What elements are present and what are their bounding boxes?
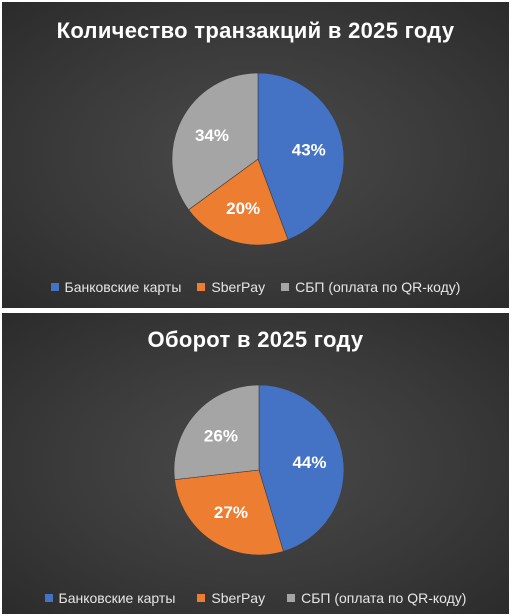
- legend-swatch-sberpay: [197, 594, 206, 602]
- chart-legend: Банковские карты SberPay СБП (оплата по …: [2, 590, 509, 606]
- legend-swatch-sbp: [281, 283, 290, 291]
- legend-item-bank-cards: Банковские карты: [44, 590, 176, 606]
- pie-slice-sberpay: [174, 469, 284, 556]
- chart-legend: Банковские карты SberPay СБП (оплата по …: [2, 279, 509, 295]
- pie-slice-bank-cards: [258, 384, 345, 552]
- pie-slice-bank-cards: [257, 72, 345, 240]
- pie-slice-sbp: [173, 384, 260, 480]
- legend-label-sberpay: SberPay: [211, 590, 266, 606]
- chart-title: Количество транзакций в 2025 году: [56, 18, 455, 43]
- legend-label-sberpay: SberPay: [211, 279, 266, 295]
- legend-label-bank-cards: Банковские карты: [58, 590, 176, 606]
- legend-label-sbp: СБП (оплата по QR-коду): [295, 279, 461, 295]
- legend-swatch-bank-cards: [44, 594, 53, 602]
- pie-chart-transactions: 43% 20% 34%: [171, 72, 345, 246]
- pie-slice-sberpay: [188, 158, 289, 246]
- legend-label-sbp: СБП (оплата по QR-коду): [301, 590, 467, 606]
- data-label-sbp: 26%: [204, 427, 238, 446]
- legend-label-bank-cards: Банковские карты: [64, 279, 182, 295]
- legend-item-bank-cards: Банковские карты: [50, 279, 182, 295]
- legend-swatch-sberpay: [197, 283, 206, 291]
- data-label-sberpay: 20%: [226, 199, 260, 218]
- data-label-sbp: 34%: [195, 126, 229, 145]
- chart-panel-transactions: Количество транзакций в 2025 году 43% 20%…: [2, 2, 509, 308]
- legend-swatch-bank-cards: [50, 283, 59, 291]
- legend-item-sbp: СБП (оплата по QR-коду): [287, 590, 466, 606]
- pie-slice-sbp: [171, 72, 259, 211]
- legend-item-sberpay: SberPay: [197, 590, 265, 606]
- data-label-bank-cards: 44%: [292, 453, 326, 472]
- chart-title: Оборот в 2025 году: [147, 327, 364, 352]
- pie-chart-turnover: 44% 27% 26%: [173, 384, 345, 556]
- chart-panel-turnover: Оборот в 2025 году 44% 27% 26% Банковские …: [2, 313, 509, 614]
- legend-item-sberpay: SberPay: [197, 279, 265, 295]
- data-label-sberpay: 27%: [214, 503, 248, 522]
- legend-item-sbp: СБП (оплата по QR-коду): [281, 279, 460, 295]
- legend-swatch-sbp: [287, 594, 296, 602]
- data-label-bank-cards: 43%: [292, 140, 326, 159]
